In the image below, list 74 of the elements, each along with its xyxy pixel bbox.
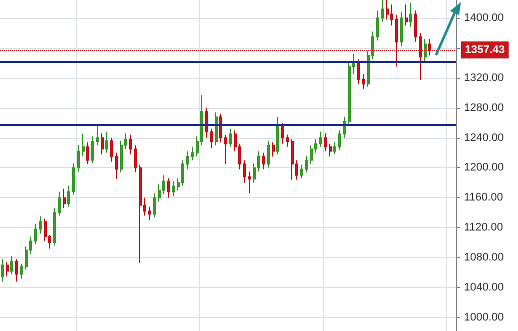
candlestick <box>96 125 99 146</box>
candlestick <box>390 4 393 26</box>
candlestick <box>186 150 189 170</box>
y-tick-label: 1040.00 <box>464 282 504 294</box>
candlestick <box>148 206 151 221</box>
y-tick-label: 1080.00 <box>464 252 504 264</box>
candlestick <box>129 134 132 155</box>
candlestick <box>72 162 75 196</box>
candlestick <box>1 258 4 282</box>
candlestick <box>191 146 194 161</box>
candlestick <box>281 122 284 144</box>
candlestick <box>414 10 417 42</box>
candlestick <box>362 74 365 90</box>
candlestick <box>291 138 294 180</box>
candlestick <box>262 152 265 170</box>
candlestick <box>376 10 379 41</box>
candlestick <box>53 208 56 246</box>
candlestick <box>91 136 94 164</box>
candlestick <box>67 185 70 208</box>
candlestick <box>82 134 85 156</box>
candlestick <box>300 164 303 179</box>
candlestick <box>39 216 42 234</box>
y-tick-label: 1320.00 <box>464 72 504 84</box>
candlestick <box>215 112 218 146</box>
candlestick <box>248 170 251 194</box>
y-tick-label: 1240.00 <box>464 132 504 144</box>
candlestick <box>272 142 275 158</box>
candlestick <box>86 142 89 164</box>
candlestick <box>338 130 341 150</box>
y-tick-label: 1120.00 <box>464 222 503 234</box>
candlestick <box>409 2 412 28</box>
candlestick <box>219 113 222 143</box>
candlestick <box>20 263 23 280</box>
candlestick <box>381 0 384 22</box>
candlestick <box>205 107 208 138</box>
candlestick <box>101 132 104 155</box>
candlestick <box>210 128 213 149</box>
candlestick <box>229 128 232 148</box>
ref-line-label: 1357.43 <box>465 44 505 56</box>
y-tick-label: 1160.00 <box>464 192 503 204</box>
candlestick <box>134 144 137 173</box>
y-tick-label: 1000.00 <box>464 312 504 324</box>
candlestick <box>224 134 227 164</box>
candlestick <box>167 178 170 198</box>
candlestick <box>400 11 403 47</box>
candlestick <box>139 164 142 264</box>
candlestick <box>34 223 37 245</box>
candlestick <box>115 152 118 180</box>
candlestick <box>324 132 327 152</box>
y-tick-label: 1400.00 <box>464 12 504 24</box>
candlestick <box>10 256 13 275</box>
candlestick <box>105 131 108 154</box>
candlestick <box>181 160 184 186</box>
candlestick <box>267 140 270 168</box>
candlestick <box>77 144 80 172</box>
candlestick <box>63 188 66 209</box>
candlestick <box>329 143 332 158</box>
candlestick <box>58 191 61 216</box>
candlestick <box>276 116 279 155</box>
candlestick <box>305 155 308 173</box>
candlestick <box>15 258 18 282</box>
candlestick <box>424 38 427 62</box>
candlestick <box>110 137 113 162</box>
candlestick <box>286 134 289 148</box>
candlestick <box>243 160 246 184</box>
candlestick <box>6 262 9 277</box>
candlestick <box>405 4 408 26</box>
candlestick <box>319 131 322 148</box>
candlestick <box>172 180 175 197</box>
candlestick <box>333 142 336 155</box>
y-tick-label: 1200.00 <box>464 162 504 174</box>
candlestick <box>153 192 156 218</box>
y-tick-label: 1280.00 <box>464 102 504 114</box>
candlestick <box>357 58 360 84</box>
